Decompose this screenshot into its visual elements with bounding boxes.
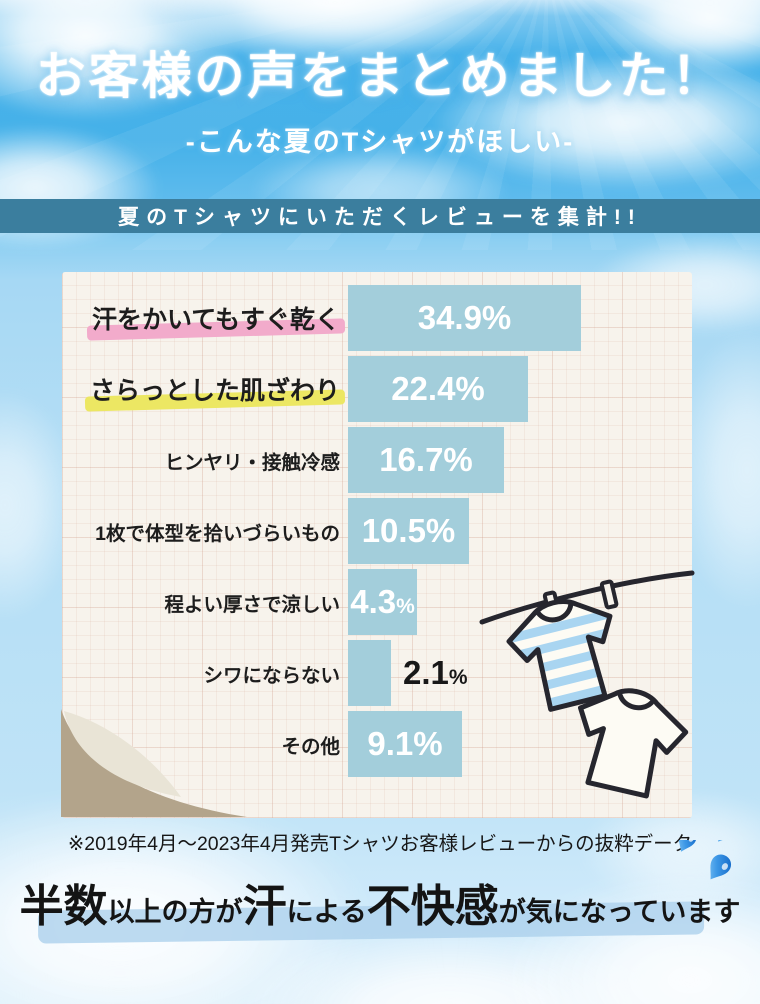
bar-area: 22.4% [348, 356, 692, 422]
chart-row: 汗をかいてもすぐ乾く 34.9% [62, 285, 692, 351]
bar-value: 34.9% [417, 299, 512, 336]
bar: 10.5% [348, 498, 469, 564]
clothesline [479, 570, 695, 625]
bar-label: 汗をかいてもすぐ乾く [92, 300, 340, 336]
page-title: お客様の声をまとめました！ [35, 48, 725, 104]
bar: 4.3% [348, 569, 417, 635]
bar [348, 640, 391, 706]
bar-label-column: さらっとした肌ざわり [62, 371, 348, 407]
bar-label-column: シワにならない [62, 659, 348, 688]
bar-label: 1枚で体型を拾いづらいもの [95, 522, 340, 545]
bar-label: シワにならない [203, 664, 340, 687]
bar-area: 4.3% [348, 569, 692, 635]
chart-row: シワにならない 2.1% [62, 640, 692, 706]
bar-label: その他 [281, 735, 340, 758]
tshirts-clothesline-icon [479, 570, 695, 799]
bar-area: 34.9% [348, 285, 692, 351]
section-banner-label: 夏のTシャツにいただくレビューを集計!! [118, 206, 642, 229]
bar-label-column: 1枚で体型を拾いづらいもの [62, 517, 348, 546]
sweat-drop [710, 854, 732, 880]
bar-label: ヒンヤリ・接触冷感 [164, 451, 340, 474]
page-subtitle: -こんな夏のTシャツがほしい- [185, 127, 575, 157]
bar-area: 2.1% [348, 640, 692, 706]
bar-label-column: ヒンヤリ・接触冷感 [62, 446, 348, 475]
bar-value: 2.1% [403, 654, 468, 691]
headline-emphasis: 汗 [242, 882, 287, 931]
clothespin-icon [599, 579, 619, 610]
headline: 半数以上の方が汗による不快感が気になっています [0, 878, 760, 946]
chart-card: 汗をかいてもすぐ乾く 34.9% さらっとした肌ざわり 22.4% ヒンヤリ・接触冷感 1… [61, 272, 695, 818]
bar-area: 16.7% [348, 427, 692, 493]
headline-emphasis: 半数 [19, 882, 108, 931]
section-banner: 夏のTシャツにいただくレビューを集計!! [0, 199, 760, 233]
sweat-drop [718, 840, 744, 842]
bar-label-column: 程よい厚さで涼しい [62, 588, 348, 617]
sweat-drops-icon [678, 840, 744, 880]
bar-label-column: 汗をかいてもすぐ乾く [62, 300, 348, 336]
chart-row: ヒンヤリ・接触冷感 16.7% [62, 427, 692, 493]
bar-value: 9.1% [367, 725, 443, 762]
bar-label: さらっとした肌ざわり [90, 371, 340, 407]
headline-text: が気になっています [498, 897, 741, 927]
bar-value: 22.4% [391, 370, 485, 407]
chart-row: その他 9.1% [62, 711, 692, 777]
footnote: ※2019年4月〜2023年4月発売Tシャツお客様レビューからの抜粋データ [67, 833, 693, 855]
bar: 9.1% [348, 711, 462, 777]
bar-label-column: その他 [62, 730, 348, 759]
chart-rows: 汗をかいてもすぐ乾く 34.9% さらっとした肌ざわり 22.4% ヒンヤリ・接触冷感 1… [62, 285, 692, 782]
bar-value: 10.5% [361, 512, 456, 549]
bar: 22.4% [348, 356, 528, 422]
sweat-drop [678, 840, 697, 852]
bar-value: 4.3% [350, 583, 415, 620]
chart-row: 1枚で体型を拾いづらいもの 10.5% [62, 498, 692, 564]
bar: 34.9% [348, 285, 581, 351]
bar-area: 9.1% [348, 711, 692, 777]
bar-value: 16.7% [379, 441, 473, 478]
bar-label: 程よい厚さで涼しい [164, 593, 340, 616]
bar: 16.7% [348, 427, 504, 493]
plain-tshirt-icon [578, 688, 689, 799]
headline-text: 以上の方が [107, 897, 243, 927]
headline-text: による [286, 897, 367, 927]
bar-area: 10.5% [348, 498, 692, 564]
chart-row: 程よい厚さで涼しい 4.3% [62, 569, 692, 635]
headline-emphasis: 不快感 [366, 882, 499, 931]
page-curl-decoration [61, 709, 247, 817]
chart-row: さらっとした肌ざわり 22.4% [62, 356, 692, 422]
